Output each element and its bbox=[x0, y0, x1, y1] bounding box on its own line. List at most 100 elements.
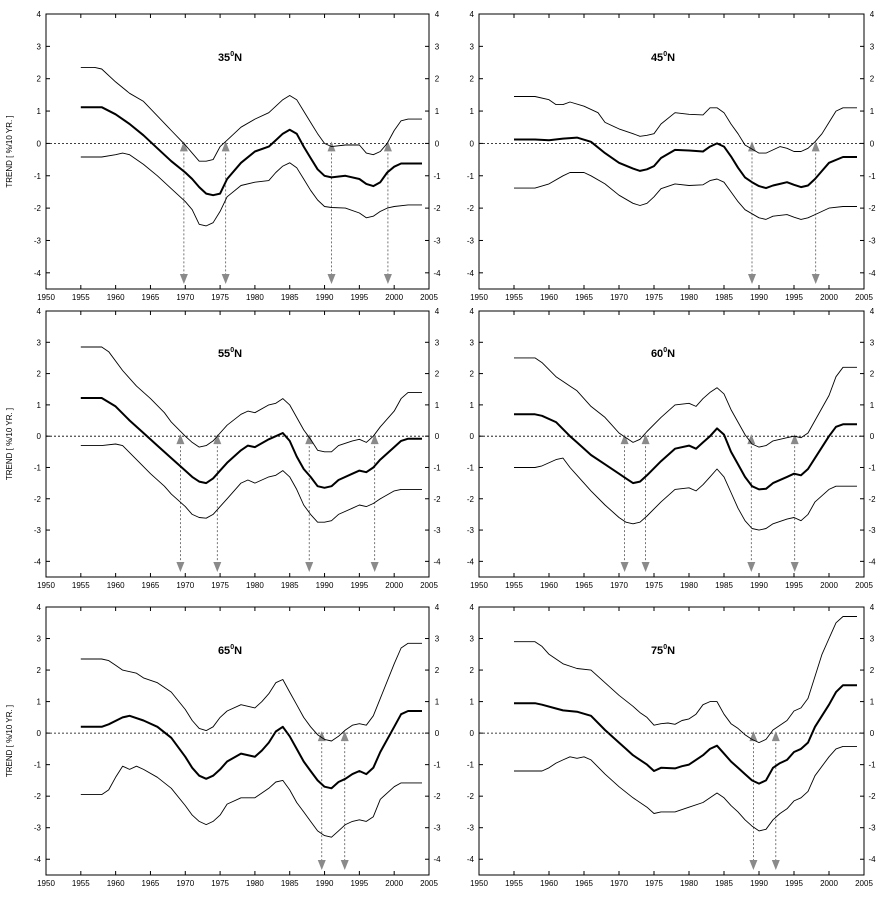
y-tick-label-left: 2 bbox=[470, 666, 475, 675]
x-tick-label: 2005 bbox=[420, 293, 438, 302]
series-lower-line bbox=[80, 443, 422, 523]
y-tick-label-right: 0 bbox=[435, 432, 440, 441]
x-tick-label: 1955 bbox=[72, 879, 90, 888]
y-tick-label-right: 2 bbox=[870, 666, 875, 675]
x-tick-label: 1970 bbox=[610, 879, 628, 888]
series-upper-line bbox=[514, 96, 857, 154]
x-tick-label: 1965 bbox=[575, 879, 593, 888]
y-tick-label-left: -4 bbox=[467, 855, 475, 864]
up-arrowhead bbox=[641, 434, 650, 445]
x-tick-label: 2005 bbox=[855, 581, 873, 590]
x-tick-label: 1990 bbox=[750, 293, 768, 302]
y-tick-label-right: 0 bbox=[435, 729, 440, 738]
x-tick-label: 1985 bbox=[281, 293, 299, 302]
x-tick-label: 2000 bbox=[385, 293, 403, 302]
panel-title-suffix: N bbox=[667, 52, 675, 64]
x-tick-label: 1950 bbox=[37, 293, 55, 302]
y-tick-label-right: -2 bbox=[433, 792, 441, 801]
up-arrowhead bbox=[176, 434, 185, 445]
panel-2: 4 4 3 3 2 2 1 1 0 0 -1 -1 -2 -2 -3 -3 -4 -4 1950 1955 1960 19… bbox=[467, 10, 876, 302]
y-tick-label-left: -4 bbox=[467, 269, 475, 278]
y-tick-label-left: 2 bbox=[470, 75, 475, 84]
y-tick-label-right: -1 bbox=[433, 463, 441, 472]
x-tick-label: 1990 bbox=[316, 879, 334, 888]
series-lower-line bbox=[80, 152, 422, 227]
x-tick-label: 1950 bbox=[37, 581, 55, 590]
y-axis-label: TREND [ %/10 YR. ] bbox=[5, 115, 14, 187]
y-tick-label-left: 4 bbox=[37, 10, 42, 19]
series-lower-line bbox=[514, 172, 857, 220]
panel-4: 4 4 3 3 2 2 1 1 0 0 -1 -1 -2 -2 -3 -3 -4 -4 1950 1955 1960 19… bbox=[467, 307, 876, 590]
y-tick-label-right: 4 bbox=[870, 603, 875, 612]
y-tick-label-right: 1 bbox=[870, 698, 875, 707]
x-tick-label: 1970 bbox=[610, 581, 628, 590]
down-arrowhead bbox=[620, 562, 629, 572]
y-tick-label-right: -2 bbox=[868, 495, 876, 504]
down-arrowhead bbox=[771, 860, 780, 870]
panel-title: 450N bbox=[651, 51, 675, 64]
x-tick-label: 1990 bbox=[750, 581, 768, 590]
y-tick-label-right: -4 bbox=[868, 855, 876, 864]
x-tick-label: 1950 bbox=[470, 581, 488, 590]
panel-title: 350N bbox=[218, 51, 242, 64]
y-tick-label-left: 4 bbox=[37, 603, 42, 612]
down-arrowhead bbox=[747, 562, 756, 572]
x-tick-label: 1980 bbox=[246, 293, 264, 302]
y-tick-label-left: 3 bbox=[37, 338, 42, 347]
y-tick-label-right: 3 bbox=[870, 635, 875, 644]
x-tick-label: 1995 bbox=[785, 581, 803, 590]
y-tick-label-left: -2 bbox=[34, 495, 42, 504]
y-tick-label-left: -1 bbox=[467, 172, 475, 181]
series-central-line bbox=[80, 710, 422, 790]
panel-title-number: 65 bbox=[218, 645, 230, 657]
series-lower-line bbox=[80, 765, 422, 838]
y-tick-label-left: 0 bbox=[37, 139, 42, 148]
y-tick-label-right: 2 bbox=[870, 370, 875, 379]
y-tick-label-left: -2 bbox=[467, 495, 475, 504]
series-central-line bbox=[514, 413, 857, 491]
panel-title-superscript: 0 bbox=[663, 347, 667, 354]
panel-title: 750N bbox=[651, 644, 675, 657]
y-tick-label-left: -2 bbox=[34, 204, 42, 213]
panel-title-number: 35 bbox=[218, 52, 230, 64]
y-tick-label-left: 1 bbox=[37, 401, 42, 410]
x-tick-label: 1955 bbox=[505, 879, 523, 888]
y-tick-label-left: -2 bbox=[467, 204, 475, 213]
y-tick-label-right: 3 bbox=[870, 338, 875, 347]
plot-frame bbox=[45, 606, 430, 876]
y-tick-label-right: -1 bbox=[433, 172, 441, 181]
up-arrowhead bbox=[305, 434, 314, 445]
x-tick-label: 1970 bbox=[176, 581, 194, 590]
y-tick-label-right: -1 bbox=[868, 172, 876, 181]
x-tick-label: 2005 bbox=[855, 879, 873, 888]
down-arrowhead bbox=[213, 562, 222, 572]
x-tick-label: 2000 bbox=[820, 293, 838, 302]
y-tick-label-left: -4 bbox=[34, 855, 42, 864]
down-arrowhead bbox=[370, 562, 379, 572]
x-tick-label: 1960 bbox=[107, 879, 125, 888]
y-tick-label-right: -3 bbox=[433, 526, 441, 535]
y-tick-label-left: -2 bbox=[467, 792, 475, 801]
panel-title-number: 45 bbox=[651, 52, 663, 64]
up-arrowhead bbox=[771, 731, 780, 742]
y-tick-label-left: 1 bbox=[37, 107, 42, 116]
x-tick-label: 1980 bbox=[680, 879, 698, 888]
up-arrowhead bbox=[383, 141, 392, 152]
x-tick-label: 1950 bbox=[470, 293, 488, 302]
up-arrowhead bbox=[370, 434, 379, 445]
y-tick-label-right: 1 bbox=[435, 401, 440, 410]
up-arrowhead bbox=[213, 434, 222, 445]
x-tick-label: 1955 bbox=[505, 293, 523, 302]
panel-title-number: 60 bbox=[651, 348, 663, 360]
plot-frame bbox=[478, 606, 865, 876]
y-tick-label-left: 0 bbox=[37, 432, 42, 441]
x-tick-label: 1995 bbox=[785, 293, 803, 302]
down-arrowhead bbox=[749, 860, 758, 870]
y-tick-label-left: 4 bbox=[470, 603, 475, 612]
panel-title: 650N bbox=[218, 644, 242, 657]
x-tick-label: 1985 bbox=[715, 293, 733, 302]
x-tick-label: 1965 bbox=[575, 293, 593, 302]
y-tick-label-right: 3 bbox=[870, 42, 875, 51]
x-tick-label: 2005 bbox=[855, 293, 873, 302]
